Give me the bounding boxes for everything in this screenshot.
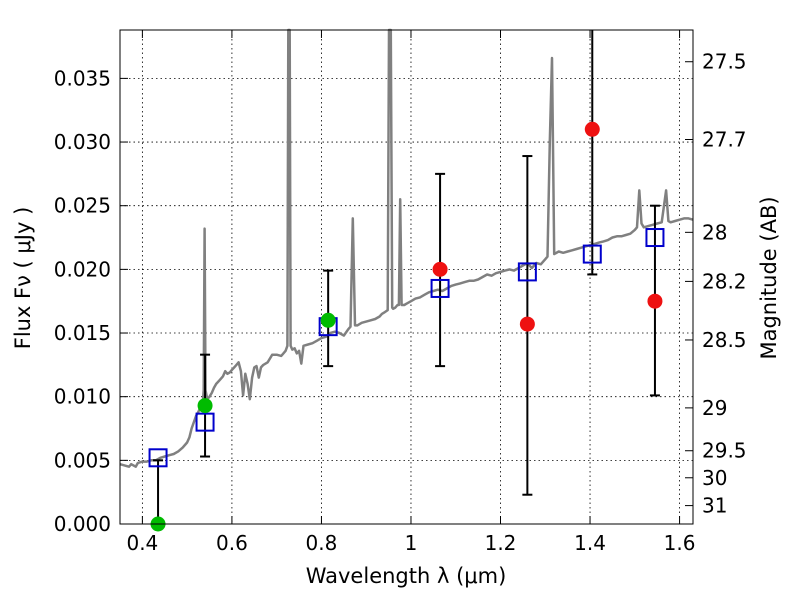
flux-point bbox=[647, 293, 663, 309]
x-axis-ticks: 0.4 0.6 0.8 1 1.2 1.4 1.6 bbox=[126, 30, 695, 555]
magnitude-tick-label: 27.5 bbox=[702, 50, 747, 74]
model-point bbox=[195, 412, 215, 432]
grid-lines bbox=[120, 30, 693, 525]
magnitude-tick-label: 29 bbox=[702, 396, 727, 420]
marker-layer bbox=[148, 121, 665, 532]
y-tick-label: 0.030 bbox=[54, 130, 111, 154]
plot-frame bbox=[119, 29, 694, 525]
model-point bbox=[645, 228, 665, 248]
spectrum-line bbox=[119, 28, 694, 468]
x-tick-label: 1 bbox=[405, 531, 418, 555]
model-point bbox=[517, 262, 537, 282]
y-tick-label: 0.015 bbox=[54, 321, 111, 345]
y-tick-label: 0.020 bbox=[54, 257, 111, 281]
model-point bbox=[148, 448, 168, 468]
magnitude-tick-label: 28 bbox=[702, 220, 727, 244]
x-axis-label: Wavelength λ (μm) bbox=[306, 564, 507, 588]
y-tick-label: 0.005 bbox=[54, 448, 111, 472]
spectrum-layer bbox=[119, 28, 694, 468]
magnitude-tick-label: 27.7 bbox=[702, 128, 747, 152]
y-tick-label: 0.035 bbox=[54, 66, 111, 90]
magnitude-tick-label: 28.2 bbox=[702, 269, 747, 293]
x-tick-label: 1.6 bbox=[664, 531, 696, 555]
detection-point bbox=[320, 312, 336, 328]
magnitude-tick-label: 29.5 bbox=[702, 439, 747, 463]
flux-point bbox=[519, 316, 535, 332]
x-tick-label: 0.4 bbox=[126, 531, 158, 555]
magnitude-tick-label: 30 bbox=[702, 466, 727, 490]
flux-point bbox=[432, 261, 448, 277]
magnitude-tick-label: 31 bbox=[702, 494, 727, 518]
y-axis-label: Flux Fν ( μJy ) bbox=[11, 207, 35, 350]
model-point bbox=[430, 278, 450, 298]
y-tick-label: 0.010 bbox=[54, 385, 111, 409]
detection-point bbox=[197, 398, 213, 414]
x-tick-label: 0.8 bbox=[306, 531, 338, 555]
y-tick-label: 0.000 bbox=[54, 512, 111, 536]
x-tick-label: 1.2 bbox=[485, 531, 517, 555]
x-tick-label: 1.4 bbox=[574, 531, 606, 555]
error-bar-layer bbox=[153, 30, 660, 525]
y-tick-label: 0.025 bbox=[54, 194, 111, 218]
magnitude-axis-ticks: 27.5 27.7 28 28.2 28.5 29 29.5 30 31 bbox=[685, 50, 747, 518]
y-axis-ticks: 0.000 0.005 0.010 0.015 0.020 0.025 0.030 0.035 bbox=[54, 66, 128, 536]
flux-point bbox=[584, 121, 600, 137]
magnitude-axis-label: Magnitude (AB) bbox=[757, 196, 781, 359]
x-tick-label: 0.6 bbox=[216, 531, 248, 555]
model-point bbox=[582, 244, 602, 264]
magnitude-tick-label: 28.5 bbox=[702, 328, 747, 352]
